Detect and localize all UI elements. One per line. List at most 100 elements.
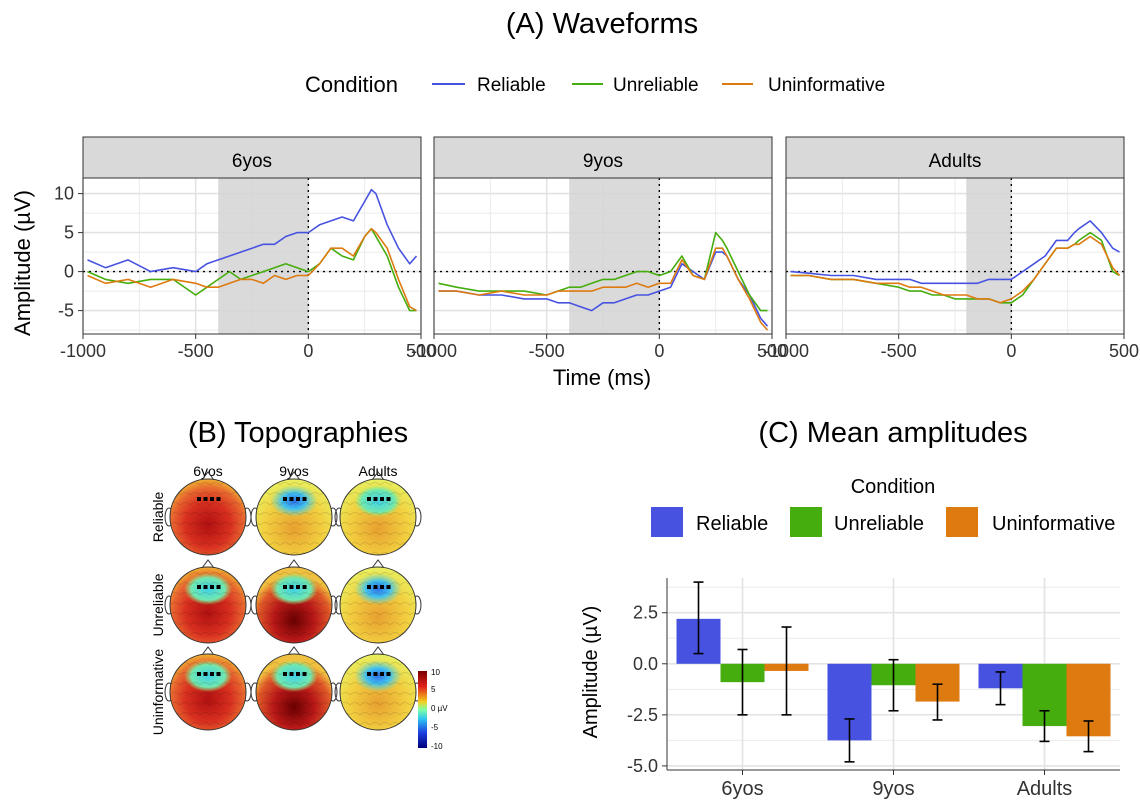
legend-label-reliable: Reliable bbox=[477, 75, 546, 96]
facet-label: 6yos bbox=[232, 151, 272, 172]
electrode-marker bbox=[373, 672, 378, 676]
scalp-outline bbox=[255, 566, 333, 644]
head-nose bbox=[371, 471, 385, 481]
topo-row-label: Unreliable bbox=[150, 573, 166, 636]
electrode-marker bbox=[296, 585, 300, 589]
analysis-window bbox=[966, 178, 1012, 334]
panel-b-title: (B) Topographies bbox=[188, 417, 408, 449]
x-tick-label: 500 bbox=[1109, 341, 1139, 361]
topo-column-label: 9yos bbox=[279, 463, 309, 479]
x-tick-label: 0 bbox=[303, 341, 313, 361]
y-tick-label: 2.5 bbox=[633, 603, 658, 623]
y-tick-label: 10 bbox=[54, 184, 74, 204]
y-tick-label: 5 bbox=[64, 223, 74, 243]
colorbar-tick-label: 10 bbox=[431, 668, 440, 677]
topo-head bbox=[334, 559, 422, 644]
panel-a-title: (A) Waveforms bbox=[506, 8, 698, 40]
electrode-marker bbox=[210, 672, 214, 676]
legend-key-reliable bbox=[651, 507, 683, 537]
scalp-outline bbox=[169, 653, 247, 731]
panel-c-title: (C) Mean amplitudes bbox=[758, 417, 1027, 449]
contour-lines bbox=[340, 654, 416, 730]
x-tick-label: -1000 bbox=[411, 341, 457, 361]
series-line-reliable bbox=[790, 220, 1120, 285]
legend-key-uninformative bbox=[946, 507, 978, 537]
series-line-uninformative bbox=[438, 247, 769, 331]
facet-adults: Adults -1000 -500 0 500 bbox=[763, 136, 1139, 361]
contour-lines bbox=[170, 654, 246, 730]
head-nose bbox=[287, 471, 301, 481]
x-tick-label: 0 bbox=[1006, 341, 1016, 361]
scalp-outline bbox=[339, 566, 417, 644]
y-tick-label: -2.5 bbox=[627, 705, 658, 725]
electrode-marker bbox=[386, 497, 391, 501]
mean-amplitude-bars: 6yos 9yos Adults 2.5 0.0 -2.5 -5.0 bbox=[627, 578, 1120, 800]
head-nose bbox=[371, 646, 385, 656]
x-tick-label: 500 bbox=[406, 341, 436, 361]
facet-strip bbox=[433, 136, 773, 179]
electrode-marker bbox=[197, 585, 201, 589]
waveform-facets: 6yos -1000 -500 0 500 -5 0 5 10 9yos -1000 -500 0 500… bbox=[54, 136, 1139, 361]
electrode-marker bbox=[216, 497, 221, 501]
electrode-marker bbox=[216, 585, 221, 589]
head-nose bbox=[371, 559, 385, 569]
contour-lines bbox=[170, 479, 246, 555]
electrode-marker bbox=[367, 672, 371, 676]
y-tick-label: -5.0 bbox=[627, 756, 658, 776]
facet-strip bbox=[82, 136, 422, 179]
electrode-marker bbox=[302, 585, 307, 589]
electrode-marker bbox=[380, 585, 384, 589]
y-tick-label: -5 bbox=[58, 301, 74, 321]
facet-9yos: 9yos -1000 -500 0 500 bbox=[411, 136, 787, 361]
electrode-marker bbox=[283, 497, 287, 501]
y-tick-label: 0 bbox=[64, 262, 74, 282]
head-nose bbox=[287, 559, 301, 569]
scalp-outline bbox=[339, 653, 417, 731]
series-line-uninformative bbox=[87, 227, 417, 312]
analysis-window bbox=[218, 178, 309, 334]
legend-label-unreliable: Unreliable bbox=[613, 75, 699, 96]
x-tick-label: -500 bbox=[529, 341, 565, 361]
colorbar-tick-label: 0 µV bbox=[431, 704, 448, 713]
x-tick-label: -1000 bbox=[60, 341, 106, 361]
facet-6yos: 6yos -1000 -500 0 500 -5 0 5 10 bbox=[54, 136, 436, 361]
x-tick-label: 0 bbox=[654, 341, 664, 361]
contour-lines bbox=[170, 567, 246, 643]
facet-label: 9yos bbox=[583, 151, 623, 172]
colorbar bbox=[418, 671, 427, 748]
x-tick-label: 500 bbox=[757, 341, 787, 361]
x-tick-label: 6yos bbox=[721, 778, 763, 800]
electrode-marker bbox=[197, 672, 201, 676]
topo-head bbox=[250, 646, 338, 731]
topo-row-label: Reliable bbox=[150, 491, 166, 542]
legend-label-uninformative-c: Uninformative bbox=[992, 513, 1115, 535]
electrode-marker bbox=[367, 497, 371, 501]
contour-lines bbox=[340, 479, 416, 555]
legend-label-uninformative: Uninformative bbox=[768, 75, 885, 96]
electrode-marker bbox=[380, 672, 384, 676]
panel-c-legend-title: Condition bbox=[851, 476, 936, 498]
facet-border bbox=[433, 177, 773, 335]
electrode-marker bbox=[380, 497, 384, 501]
electrode-marker bbox=[367, 585, 371, 589]
electrode-marker bbox=[210, 585, 214, 589]
topo-head bbox=[250, 471, 338, 556]
panel-a-legend: Condition Reliable Unreliable Uninformat… bbox=[305, 72, 885, 97]
topo-head bbox=[164, 559, 252, 644]
electrode-marker bbox=[203, 672, 208, 676]
x-tick-label: -1000 bbox=[763, 341, 809, 361]
scalp-outline bbox=[255, 478, 333, 556]
electrode-marker bbox=[302, 497, 307, 501]
head-nose bbox=[287, 646, 301, 656]
electrode-marker bbox=[216, 672, 221, 676]
topo-head bbox=[164, 646, 252, 731]
y-tick-label: 0.0 bbox=[633, 654, 658, 674]
electrode-marker bbox=[289, 497, 294, 501]
topo-column-label: 6yos bbox=[193, 463, 223, 479]
head-nose bbox=[201, 646, 215, 656]
electrode-marker bbox=[203, 585, 208, 589]
contour-lines bbox=[340, 567, 416, 643]
topo-head bbox=[250, 559, 338, 644]
scalp-outline bbox=[169, 478, 247, 556]
